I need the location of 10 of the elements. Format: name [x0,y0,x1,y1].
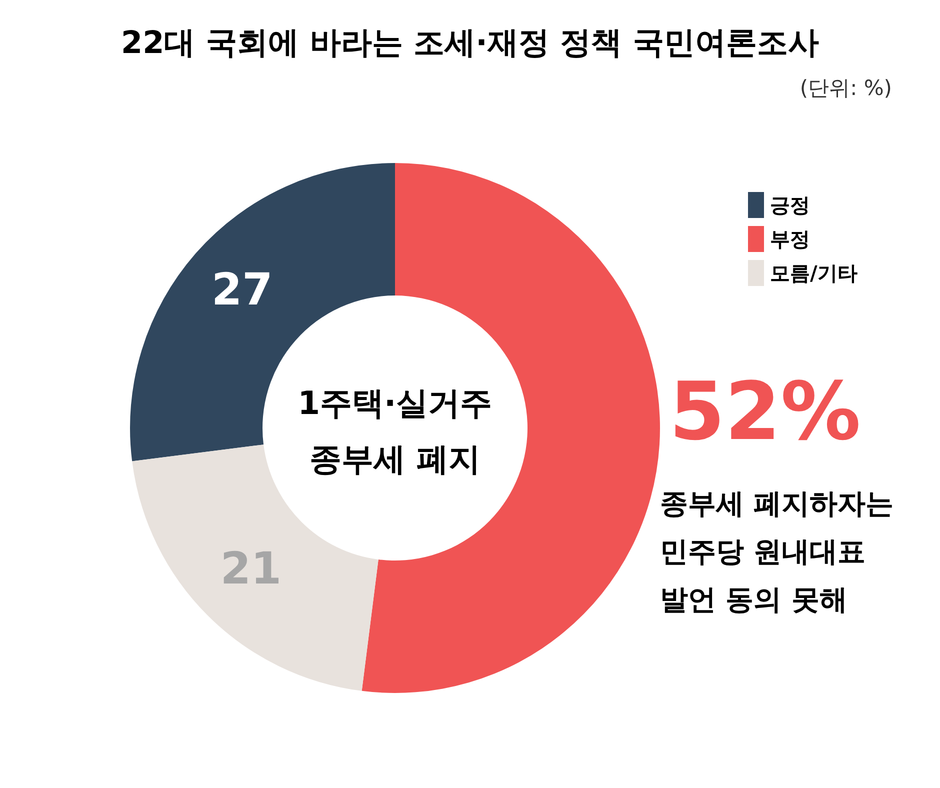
text: 종부세 폐지하자는 민주당 원내대표 발언 동의 못해 [660,486,895,618]
legend-label: 모름/기타 [770,260,858,286]
chart-subtitle: (단위: %) [800,75,892,102]
chart-title: 22대 국회에 바라는 조세·재정 정책 국민여론조사 [120,24,820,63]
data-label: 21 [220,544,282,595]
legend-label: 부정 [770,226,810,252]
text: 1주택·실거주 종부세 폐지 [296,383,494,480]
legend-label: 긍정 [770,192,810,218]
data-label: 27 [212,264,273,316]
data-label: 52% [669,364,861,458]
